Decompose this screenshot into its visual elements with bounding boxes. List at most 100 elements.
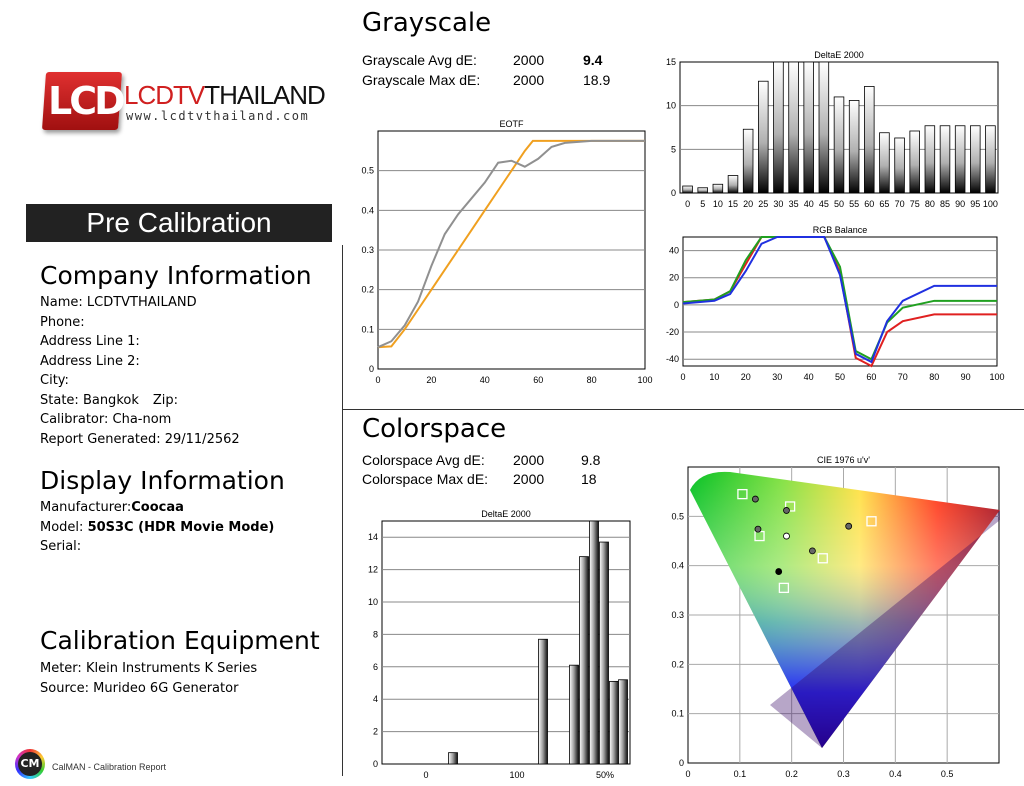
gray-de-bar xyxy=(894,137,905,194)
eotf-ytick: 0.1 xyxy=(361,324,374,334)
gray-de-ytick: 15 xyxy=(666,57,676,67)
gray-de-ytick: 10 xyxy=(666,101,676,111)
company-row-label: State: xyxy=(40,392,83,408)
manufacturer-value: Coocaa xyxy=(131,500,184,515)
equipment-info: Meter: Klein Instruments K Series Source… xyxy=(40,659,330,698)
rgb-xtick: 40 xyxy=(804,372,814,382)
rgb-xtick: 70 xyxy=(898,372,908,382)
source-row: Source: Murideo 6G Generator xyxy=(40,679,330,699)
gray-de-bar xyxy=(864,86,875,194)
rgb-ytick: -40 xyxy=(666,354,679,364)
cie-xtick: 0.5 xyxy=(941,769,954,779)
color-de-bar xyxy=(618,679,628,765)
gray-de-xtick: 80 xyxy=(925,199,935,209)
gray-de-bar xyxy=(879,132,890,194)
grayscale-avg-label: Grayscale Avg dE: xyxy=(362,52,477,68)
rgb-xtick: 80 xyxy=(929,372,939,382)
pre-calibration-banner: Pre Calibration xyxy=(26,204,332,242)
gray-de-xtick: 100 xyxy=(983,199,998,209)
grayscale-max-std: 2000 xyxy=(513,72,545,88)
company-row: Name: LCDTVTHAILAND xyxy=(40,293,330,313)
rgb-xtick: 0 xyxy=(680,372,685,382)
color-de-ytick: 10 xyxy=(368,597,378,607)
gray-de-xtick: 60 xyxy=(864,199,874,209)
gray-de-xtick: 90 xyxy=(955,199,965,209)
rgb-xtick: 50 xyxy=(835,372,845,382)
source-value: Murideo 6G Generator xyxy=(93,680,239,696)
gray-de-bar xyxy=(712,183,724,194)
color-de-bar xyxy=(589,520,599,765)
gray-de-xtick: 5 xyxy=(700,199,705,209)
cie-measured-marker xyxy=(809,547,816,555)
gray-de-xtick: 70 xyxy=(895,199,905,209)
gray-de-bar xyxy=(788,61,799,194)
color-de-ytick: 6 xyxy=(373,662,378,672)
cie-xtick: 0.1 xyxy=(734,769,747,779)
gray-de-bar xyxy=(818,61,830,194)
gray-de-xtick: 10 xyxy=(713,199,723,209)
grayscale-avg-std: 2000 xyxy=(513,52,545,68)
color-de-bar xyxy=(579,556,589,765)
color-de-bar xyxy=(599,541,609,765)
gray-de-xtick: 50 xyxy=(834,199,844,209)
eotf-ytick: 0.3 xyxy=(361,245,374,255)
company-row-value: LCDTVTHAILAND xyxy=(86,295,197,310)
company-row-label: Report Generated: xyxy=(40,431,165,447)
eotf-xtick: 80 xyxy=(587,375,597,385)
rgb-title: RGB Balance xyxy=(813,225,868,235)
meter-label: Meter: xyxy=(40,661,82,676)
gray-de-bar xyxy=(985,125,996,194)
eotf-title: EOTF xyxy=(500,119,525,129)
cie-measured-marker xyxy=(845,522,853,530)
footer-text: CalMAN - Calibration Report xyxy=(52,762,167,772)
model-label: Model: xyxy=(40,519,84,535)
color-de-bar xyxy=(569,664,579,765)
gray-de-bar xyxy=(803,61,814,194)
cie-ytick: 0.2 xyxy=(671,659,684,669)
eotf-xtick: 100 xyxy=(637,375,652,385)
gray-de-bar xyxy=(924,125,936,194)
rgb-xtick: 100 xyxy=(989,372,1004,382)
gray-de-bar xyxy=(697,187,708,194)
horizontal-divider xyxy=(342,409,1024,410)
color-de-bar xyxy=(609,680,619,765)
eotf-ytick: 0.2 xyxy=(361,285,374,295)
gray-de-xtick: 55 xyxy=(849,199,859,209)
brand-name: LCDTVTHAILAND xyxy=(124,80,326,110)
company-row-label: Phone: xyxy=(40,314,85,330)
color-de-bar xyxy=(448,752,458,765)
grayscale-heading: Grayscale xyxy=(362,8,492,38)
rgb-ytick: 40 xyxy=(669,246,679,256)
company-row: City: xyxy=(40,371,330,391)
gray-de-bar xyxy=(773,61,784,194)
eotf-series-line xyxy=(377,139,645,349)
cie-ytick: 0.5 xyxy=(671,511,684,521)
cie-measured-marker xyxy=(775,568,783,575)
color-de-ytick: 0 xyxy=(373,759,378,769)
brand-name-part2: THAILAND xyxy=(204,80,326,110)
grayscale-max-value: 18.9 xyxy=(583,72,611,88)
cie-measured-marker xyxy=(783,532,790,540)
color-de-ytick: 14 xyxy=(368,532,378,542)
cie-target-marker xyxy=(866,516,877,527)
cie-ytick: 0.1 xyxy=(671,709,684,719)
display-heading: Display Information xyxy=(40,466,285,495)
eotf-ytick: 0.4 xyxy=(361,205,374,215)
brand-name-part1: LCDTV xyxy=(124,80,205,110)
company-row-label: Address Line 1: xyxy=(40,334,140,349)
rgb-xtick: 90 xyxy=(961,372,971,382)
gray-de-xtick: 95 xyxy=(970,199,980,209)
gray-de-xtick: 35 xyxy=(789,199,799,209)
gray-de-ytick: 5 xyxy=(671,144,676,154)
model-row: Model: 50S3C (HDR Movie Mode) xyxy=(40,518,330,538)
company-row-value: Cha-nom xyxy=(112,412,172,427)
logo-letters: LCD xyxy=(48,79,126,123)
cie-ytick: 0.3 xyxy=(671,610,684,620)
rgb-series-line xyxy=(682,236,997,364)
cie-measured-marker xyxy=(754,525,762,533)
equipment-heading: Calibration Equipment xyxy=(40,626,320,655)
cie-gamut-shadow xyxy=(770,510,1000,748)
color-de-ytick: 12 xyxy=(368,565,378,575)
cie-measured-marker xyxy=(783,507,790,514)
